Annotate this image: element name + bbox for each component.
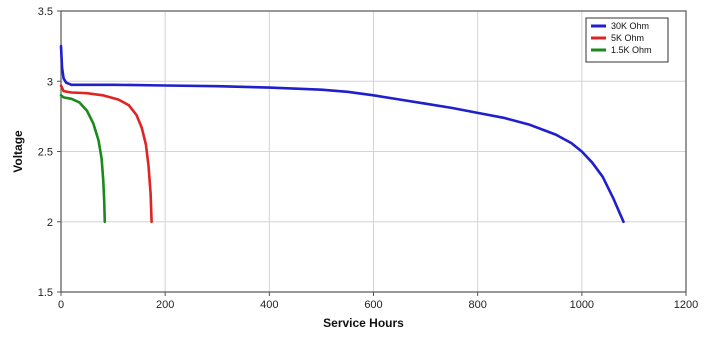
x-tick-label: 1000 [570, 299, 594, 311]
series-line-30k-ohm [59, 44, 625, 224]
series-line-5k-ohm [59, 84, 153, 224]
legend-label: 5K Ohm [611, 33, 644, 43]
y-tick-label: 3.5 [38, 6, 53, 18]
x-tick-label: 400 [260, 299, 278, 311]
x-tick-label: 600 [364, 299, 382, 311]
y-tick-label: 2 [47, 217, 53, 229]
legend-label: 30K Ohm [611, 21, 649, 31]
legend-label: 1.5K Ohm [611, 45, 652, 55]
y-axis-title: Voltage [11, 130, 25, 173]
y-tick-label: 1.5 [38, 287, 53, 299]
series-line-1-5k-ohm [59, 94, 107, 224]
y-tick-label: 2.5 [38, 147, 53, 159]
x-tick-label: 800 [468, 299, 486, 311]
x-tick-label: 1200 [674, 299, 698, 311]
x-tick-label: 0 [58, 299, 64, 311]
x-tick-label: 200 [156, 299, 174, 311]
x-axis-title: Service Hours [323, 316, 404, 330]
y-tick-label: 3 [47, 76, 53, 88]
